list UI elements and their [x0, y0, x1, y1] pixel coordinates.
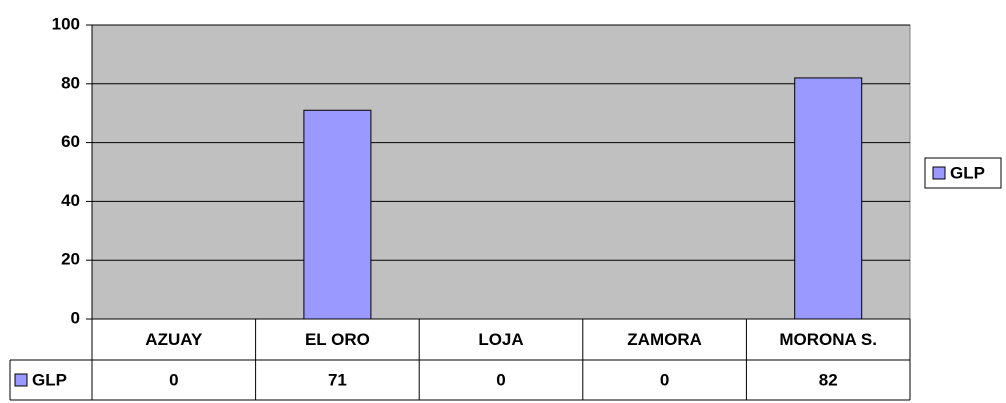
legend-key: [932, 166, 946, 180]
y-tick-label: 40: [61, 191, 80, 210]
y-tick-label: 80: [61, 73, 80, 92]
y-tick-label: 60: [61, 132, 80, 151]
x-tick-label: ZAMORA: [627, 330, 702, 349]
x-tick-label: EL ORO: [305, 330, 370, 349]
table-series-name: GLP: [32, 370, 67, 389]
y-tick-label: 20: [61, 250, 80, 269]
table-value: 0: [660, 370, 669, 389]
y-tick-label: 100: [52, 14, 80, 33]
legend-label: GLP: [950, 163, 985, 182]
table-value: 82: [819, 370, 838, 389]
plot-area: [91, 24, 911, 320]
x-tick-label: LOJA: [478, 330, 523, 349]
table-value: 71: [328, 370, 347, 389]
x-tick-label: AZUAY: [145, 330, 203, 349]
table-value: 0: [169, 370, 178, 389]
table-value: 0: [496, 370, 505, 389]
x-tick-label: MORONA S.: [779, 330, 877, 349]
bar: [794, 77, 863, 320]
y-tick-label: 0: [71, 308, 80, 327]
legend-key: [14, 373, 28, 387]
bar: [303, 109, 372, 320]
